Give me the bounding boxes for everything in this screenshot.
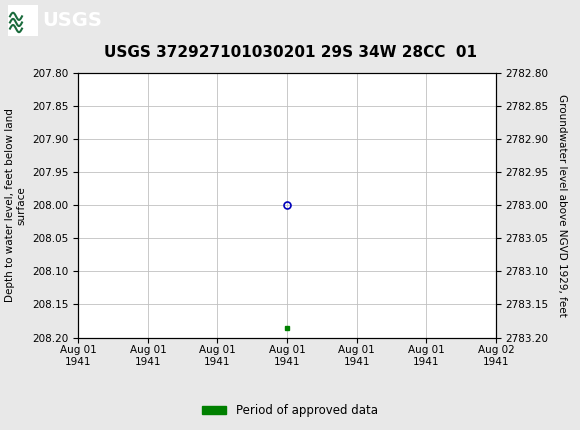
Y-axis label: Groundwater level above NGVD 1929, feet: Groundwater level above NGVD 1929, feet	[557, 94, 567, 317]
Text: USGS: USGS	[42, 11, 102, 30]
Bar	[8, 5, 38, 36]
Legend: Period of approved data: Period of approved data	[198, 399, 382, 422]
Text: USGS 372927101030201 29S 34W 28CC  01: USGS 372927101030201 29S 34W 28CC 01	[103, 45, 477, 60]
Y-axis label: Depth to water level, feet below land
surface: Depth to water level, feet below land su…	[5, 108, 27, 302]
